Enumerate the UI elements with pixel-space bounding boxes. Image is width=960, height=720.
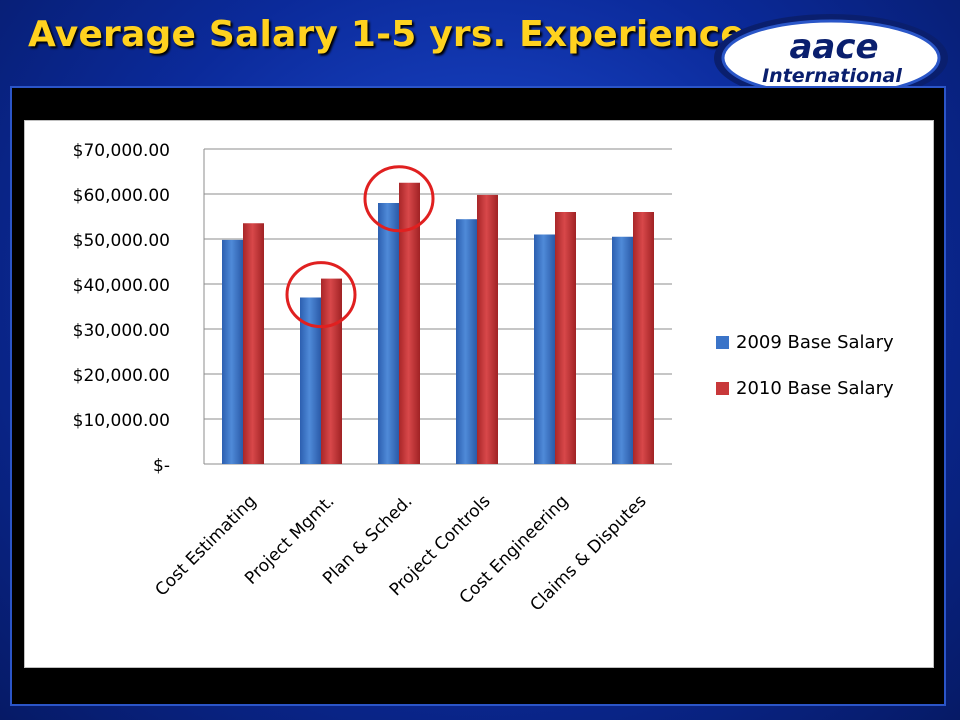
bar-2009 (300, 297, 321, 464)
legend-label: 2010 Base Salary (736, 378, 894, 399)
bar-2009 (222, 239, 243, 464)
slide-title: Average Salary 1-5 yrs. Experience (28, 14, 745, 55)
bar-2010 (477, 194, 498, 464)
bar-2009 (534, 234, 555, 464)
y-tick-label: $30,000.00 (73, 321, 170, 341)
bar-2010 (321, 278, 342, 464)
y-tick-label: $60,000.00 (73, 186, 170, 206)
legend-swatch (716, 382, 729, 395)
bar-2009 (378, 203, 399, 464)
legend-swatch (716, 336, 729, 349)
bar-2010 (399, 182, 420, 464)
highlight-circle (363, 165, 435, 233)
logo-word: aace (789, 27, 878, 67)
logo-subtitle: International (762, 65, 902, 87)
bar-2009 (612, 236, 633, 464)
aace-logo: aace International (714, 14, 948, 102)
bar-2010 (555, 212, 576, 464)
chart-container: $- $10,000.00 $20,000.00 $30,000.00 $40,000.… (23, 119, 935, 669)
y-tick-label: $70,000.00 (73, 141, 170, 161)
legend-label: 2009 Base Salary (736, 332, 894, 353)
bar-2009 (456, 219, 477, 464)
y-tick-label: $50,000.00 (73, 231, 170, 251)
y-tick-label: $40,000.00 (73, 276, 170, 296)
y-tick-label: $- (153, 456, 170, 476)
bar-chart: $- $10,000.00 $20,000.00 $30,000.00 $40,000.… (23, 119, 935, 669)
y-tick-label: $20,000.00 (73, 366, 170, 386)
highlight-circle (285, 261, 357, 329)
bar-2010 (243, 223, 264, 464)
y-tick-label: $10,000.00 (73, 411, 170, 431)
bar-2010 (633, 212, 654, 464)
